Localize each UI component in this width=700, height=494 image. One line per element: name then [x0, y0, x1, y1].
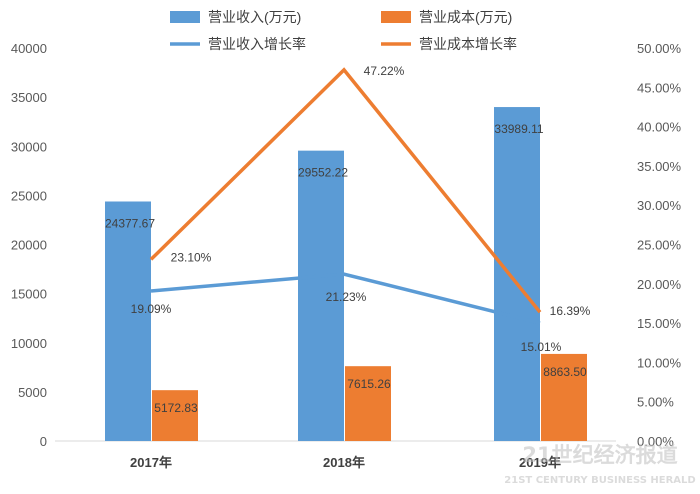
- revenue-bar: [105, 201, 151, 441]
- left-axis-tick-label: 15000: [11, 287, 47, 302]
- cost-data-label: 8863.50: [543, 365, 587, 379]
- left-axis-tick-label: 25000: [11, 188, 47, 203]
- legend-label: 营业收入增长率: [208, 36, 306, 52]
- revenue-growth-data-label: 21.23%: [326, 290, 367, 304]
- legend-label: 营业收入(万元): [208, 9, 301, 25]
- legend-swatch: [381, 11, 411, 23]
- revenue-bar: [298, 150, 344, 441]
- legend-label: 营业成本(万元): [419, 9, 512, 25]
- left-axis-tick-label: 40000: [11, 41, 47, 56]
- bars: [105, 107, 587, 441]
- category-label: 2017年: [130, 455, 172, 470]
- left-axis-tick-label: 5000: [18, 385, 47, 400]
- data-labels: 24377.67 29552.22 33989.11 5172.83 7615.26 88…: [105, 64, 591, 415]
- legend-swatch: [170, 11, 200, 23]
- cost-growth-line: [149, 67, 542, 314]
- cost-bar: [541, 353, 587, 441]
- cost-data-label: 5172.83: [154, 401, 198, 415]
- category-axis: 2017年 2018年 2019年: [130, 455, 561, 470]
- right-axis: 0.00% 5.00% 10.00% 15.00% 20.00% 25.00% 30.00%…: [637, 41, 682, 449]
- left-axis-tick-label: 20000: [11, 238, 47, 253]
- right-axis-tick-label: 0.00%: [637, 434, 674, 449]
- right-axis-tick-label: 30.00%: [637, 198, 682, 213]
- legend: 营业收入(万元) 营业成本(万元) 营业收入增长率 营业成本增长率: [170, 9, 517, 52]
- revenue-growth-data-label: 19.09%: [131, 302, 172, 316]
- revenue-data-label: 29552.22: [298, 166, 348, 180]
- right-axis-tick-label: 40.00%: [637, 120, 682, 135]
- left-axis-tick-label: 30000: [11, 139, 47, 154]
- right-axis-tick-label: 15.00%: [637, 316, 682, 331]
- watermark-subtext: 21ST CENTURY BUSINESS HERALD: [504, 475, 695, 486]
- left-axis-tick-label: 35000: [11, 90, 47, 105]
- revenue-bar: [494, 107, 540, 441]
- left-axis-tick-label: 10000: [11, 336, 47, 351]
- right-axis-tick-label: 20.00%: [637, 277, 682, 292]
- revenue-growth-data-label: 15.01%: [521, 340, 562, 354]
- right-axis-tick-label: 50.00%: [637, 41, 682, 56]
- right-axis-tick-label: 45.00%: [637, 80, 682, 95]
- cost-growth-data-label: 47.22%: [364, 64, 405, 78]
- left-axis-tick-label: 0: [40, 434, 47, 449]
- right-axis-tick-label: 5.00%: [637, 395, 674, 410]
- right-axis-tick-label: 35.00%: [637, 159, 682, 174]
- watermark: 21世纪经济报道 21ST CENTURY BUSINESS HERALD: [504, 443, 695, 486]
- cost-growth-data-label: 23.10%: [171, 250, 212, 264]
- revenue-growth-line: [150, 272, 541, 325]
- revenue-data-label: 24377.67: [105, 216, 155, 230]
- category-label: 2018年: [323, 455, 365, 470]
- cost-bar: [345, 366, 391, 441]
- category-label: 2019年: [519, 455, 561, 470]
- revenue-data-label: 33989.11: [494, 122, 543, 136]
- right-axis-tick-label: 10.00%: [637, 355, 682, 370]
- cost-bar: [152, 390, 198, 441]
- cost-data-label: 7615.26: [347, 377, 391, 391]
- cost-growth-data-label: 16.39%: [550, 304, 591, 318]
- left-axis: 0 5000 10000 15000 20000 25000 30000 35000 40000: [11, 41, 47, 449]
- right-axis-tick-label: 25.00%: [637, 238, 682, 253]
- lines: [149, 67, 542, 325]
- watermark-text: 21世纪经济报道: [522, 443, 677, 467]
- legend-label: 营业成本增长率: [419, 36, 517, 52]
